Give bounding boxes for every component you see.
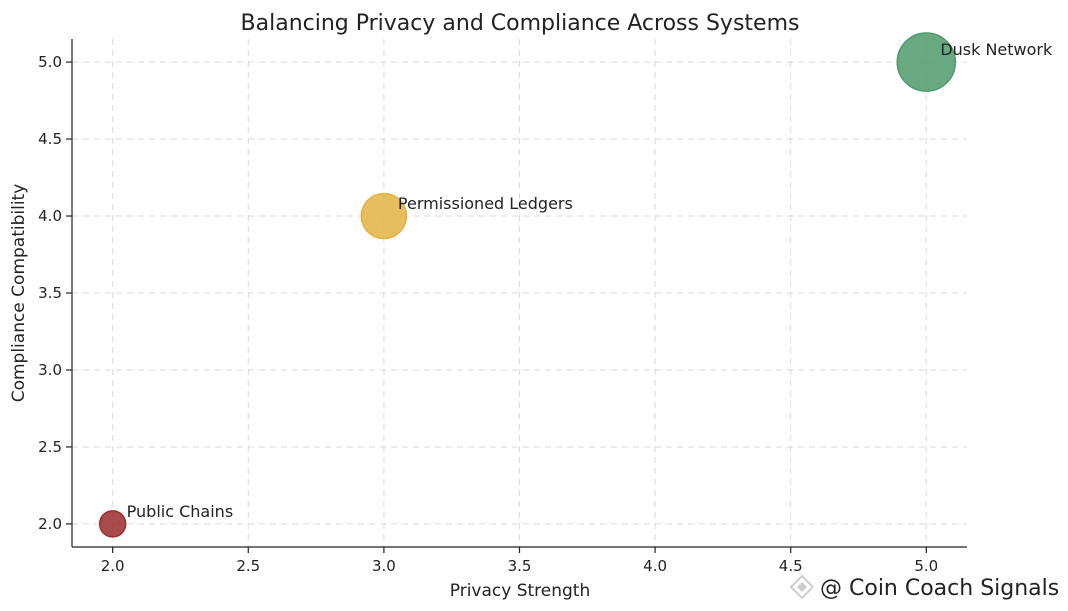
x-tick-label: 2.5 [236,557,260,575]
y-tick-label: 3.5 [38,284,62,302]
watermark: @ Coin Coach Signals [789,574,1059,601]
scatter-point [360,192,408,240]
scatter-point [98,510,127,538]
y-tick-label: 2.0 [38,515,62,533]
y-tick-label: 2.5 [38,438,62,456]
x-tick-label: 4.0 [643,557,667,575]
y-tick-label: 4.5 [38,130,62,148]
coin-logo-icon [789,574,815,600]
y-axis-ticks: 2.0 2.5 3.0 3.5 4.0 4.5 5.0 [38,53,72,533]
point-label: Public Chains [127,502,233,521]
point-label: Dusk Network [940,40,1053,59]
x-tick-label: 5.0 [914,557,938,575]
x-tick-label: 3.0 [372,557,396,575]
x-axis-label: Privacy Strength [450,581,591,601]
y-tick-label: 4.0 [38,207,62,225]
x-axis-ticks: 2.0 2.5 3.0 3.5 4.0 4.5 5.0 [101,547,938,575]
x-tick-label: 4.5 [779,557,803,575]
x-tick-label: 3.5 [508,557,532,575]
scatter-point [896,32,957,92]
data-points: Public Chains Permissioned Ledgers Dusk Ne… [98,32,1053,538]
y-tick-label: 5.0 [38,53,62,71]
grid [72,39,967,547]
point-label: Permissioned Ledgers [398,194,573,213]
x-tick-label: 2.0 [101,557,125,575]
chart-title: Balancing Privacy and Compliance Across … [241,11,800,36]
y-axis-label: Compliance Compatibility [9,184,29,403]
y-tick-label: 3.0 [38,361,62,379]
watermark-text: @ Coin Coach Signals [820,576,1059,601]
